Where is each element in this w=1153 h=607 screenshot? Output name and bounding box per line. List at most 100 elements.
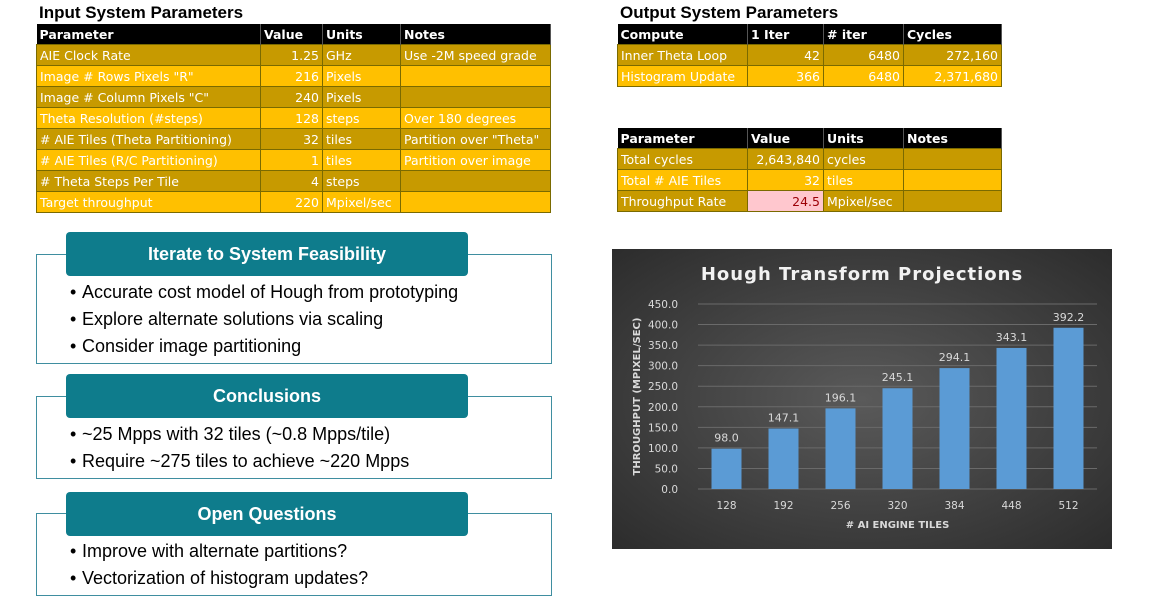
column-header: Notes — [400, 24, 551, 45]
result-parameters-table: Parameter Value Units Notes Total cycles 2,6… — [617, 128, 1002, 212]
table-cell[interactable]: Pixels — [322, 65, 401, 87]
table-cell[interactable]: 32 — [260, 128, 323, 150]
x-tick-label: 448 — [1001, 500, 1021, 512]
table-row: Throughput Rate 24.5 Mpixel/sec — [617, 190, 1002, 212]
table-cell[interactable]: 32 — [747, 169, 824, 191]
table-cell[interactable] — [400, 65, 551, 87]
data-label: 98.0 — [714, 432, 739, 445]
table-cell[interactable]: 1 — [260, 149, 323, 171]
table-cell[interactable]: 220 — [260, 191, 323, 213]
table-cell[interactable]: 2,643,840 — [747, 148, 824, 170]
table-cell[interactable] — [903, 148, 1002, 170]
table-cell[interactable]: steps — [322, 107, 401, 129]
x-axis-title: # AI ENGINE TILES — [846, 520, 950, 531]
table-cell[interactable]: Mpixel/sec — [322, 191, 401, 213]
chart-title: Hough Transform Projections — [701, 264, 1023, 285]
table-cell[interactable]: tiles — [322, 128, 401, 150]
table-cell[interactable] — [903, 190, 1002, 212]
bar — [1053, 327, 1084, 489]
input-table-title: Input System Parameters — [39, 3, 244, 22]
table-cell[interactable]: 6480 — [823, 65, 904, 87]
table-cell[interactable]: Partition over image — [400, 149, 551, 171]
table-cell[interactable] — [400, 170, 551, 192]
table-cell[interactable]: Over 180 degrees — [400, 107, 551, 129]
bullet-item: ~25 Mpps with 32 tiles (~0.8 Mpps/tile) — [37, 421, 551, 448]
table-cell[interactable]: 42 — [747, 44, 824, 66]
column-header: Cycles — [903, 24, 1002, 45]
table-header-row: Compute 1 Iter # iter Cycles — [617, 24, 1002, 45]
table-cell[interactable]: # AIE Tiles (R/C Partitioning) — [36, 149, 261, 171]
table-cell[interactable]: Theta Resolution (#steps) — [36, 107, 261, 129]
x-tick-label: 512 — [1058, 500, 1078, 512]
table-cell[interactable]: Target throughput — [36, 191, 261, 213]
banner-open-questions: Open Questions — [66, 492, 468, 536]
column-header: Units — [322, 24, 401, 45]
output-parameters-table: Compute 1 Iter # iter Cycles Inner Theta Lo… — [617, 24, 1002, 87]
x-tick-label: 384 — [944, 500, 964, 512]
bullet-item: Explore alternate solutions via scaling — [37, 306, 551, 333]
table-header-row: Parameter Value Units Notes — [617, 128, 1002, 149]
column-header: Value — [260, 24, 323, 45]
table-cell[interactable]: Pixels — [322, 86, 401, 108]
bullet-item: Vectorization of histogram updates? — [37, 565, 551, 592]
table-cell[interactable]: Total # AIE Tiles — [617, 169, 748, 191]
data-label: 294.1 — [939, 351, 971, 364]
table-cell[interactable]: 366 — [747, 65, 824, 87]
table-cell[interactable]: Inner Theta Loop — [617, 44, 748, 66]
y-tick-label: 0.0 — [661, 484, 678, 496]
table-cell[interactable]: Total cycles — [617, 148, 748, 170]
table-cell[interactable]: tiles — [823, 169, 904, 191]
table-cell[interactable]: Throughput Rate — [617, 190, 748, 212]
table-row: Total cycles 2,643,840 cycles — [617, 148, 1002, 170]
y-tick-label: 50.0 — [655, 463, 678, 475]
table-cell[interactable]: tiles — [322, 149, 401, 171]
y-tick-label: 100.0 — [648, 443, 678, 455]
x-tick-label: 192 — [773, 500, 793, 512]
table-cell[interactable]: 4 — [260, 170, 323, 192]
output-table-title: Output System Parameters — [620, 3, 839, 22]
table-row: # AIE Tiles (R/C Partitioning) 1 tiles Part… — [36, 149, 551, 171]
table-row: Theta Resolution (#steps) 128 steps Over 18… — [36, 107, 551, 129]
table-cell[interactable]: # Theta Steps Per Tile — [36, 170, 261, 192]
table-cell[interactable]: 24.5 — [747, 190, 824, 212]
table-cell[interactable]: 216 — [260, 65, 323, 87]
table-row: # Theta Steps Per Tile 4 steps — [36, 170, 551, 192]
table-cell[interactable]: 240 — [260, 86, 323, 108]
bar — [825, 408, 856, 489]
banner-feasibility: Iterate to System Feasibility — [66, 232, 468, 276]
bar — [996, 347, 1027, 489]
table-cell[interactable]: Image # Rows Pixels "R" — [36, 65, 261, 87]
table-cell[interactable] — [903, 169, 1002, 191]
y-axis-title: THROUGHPUT (MPIXEL/SEC) — [632, 318, 643, 476]
table-cell[interactable]: Mpixel/sec — [823, 190, 904, 212]
hough-projection-chart: Hough Transform Projections 0.0 50.0 100.0 1… — [612, 249, 1112, 549]
table-cell[interactable]: AIE Clock Rate — [36, 44, 261, 66]
input-parameters-table: Parameter Value Units Notes AIE Clock Rate 1… — [36, 24, 551, 213]
table-cell[interactable]: 6480 — [823, 44, 904, 66]
bullet-item: Accurate cost model of Hough from protot… — [37, 279, 551, 306]
table-row: Image # Column Pixels "C" 240 Pixels — [36, 86, 551, 108]
column-header: 1 Iter — [747, 24, 824, 45]
y-tick-label: 350.0 — [648, 340, 678, 352]
table-cell[interactable]: Image # Column Pixels "C" — [36, 86, 261, 108]
table-cell[interactable]: 272,160 — [903, 44, 1002, 66]
table-cell[interactable]: Histogram Update — [617, 65, 748, 87]
table-cell[interactable]: # AIE Tiles (Theta Partitioning) — [36, 128, 261, 150]
y-tick-label: 250.0 — [648, 381, 678, 393]
table-cell[interactable]: 1.25 — [260, 44, 323, 66]
table-row: Image # Rows Pixels "R" 216 Pixels — [36, 65, 551, 87]
table-cell[interactable]: Partition over "Theta" — [400, 128, 551, 150]
table-cell[interactable]: Use -2M speed grade — [400, 44, 551, 66]
data-label: 147.1 — [768, 412, 800, 425]
table-cell[interactable] — [400, 191, 551, 213]
table-cell[interactable]: 128 — [260, 107, 323, 129]
table-cell[interactable] — [400, 86, 551, 108]
bar — [939, 368, 970, 489]
table-cell[interactable]: steps — [322, 170, 401, 192]
table-cell[interactable]: 2,371,680 — [903, 65, 1002, 87]
table-cell[interactable]: cycles — [823, 148, 904, 170]
y-tick-label: 300.0 — [648, 361, 678, 373]
table-header-row: Parameter Value Units Notes — [36, 24, 551, 45]
banner-conclusions: Conclusions — [66, 374, 468, 418]
table-cell[interactable]: GHz — [322, 44, 401, 66]
